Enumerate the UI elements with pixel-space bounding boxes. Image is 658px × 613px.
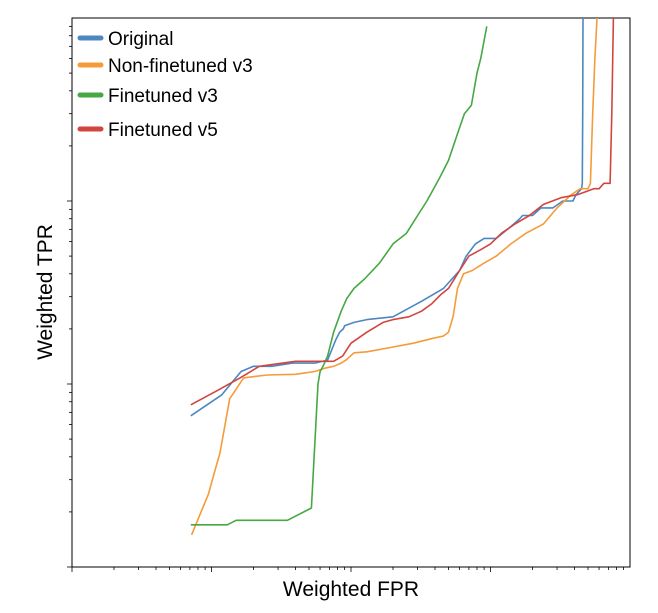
legend-label: Original bbox=[108, 29, 173, 50]
series-line-original bbox=[190, 17, 584, 417]
series-line-finetuned-v3 bbox=[190, 26, 488, 526]
legend-label: Finetuned v5 bbox=[108, 120, 218, 141]
series-lines bbox=[190, 17, 615, 536]
x-axis-label: Weighted FPR bbox=[283, 578, 419, 601]
legend: Original Non-finetuned v3 Finetuned v3 Fine… bbox=[77, 29, 253, 141]
axis-ticks bbox=[67, 25, 625, 572]
legend-label: Non-finetuned v3 bbox=[108, 56, 253, 77]
y-axis-label: Weighted TPR bbox=[34, 224, 57, 360]
series-line-non-finetuned-v3 bbox=[190, 17, 598, 536]
series-line-finetuned-v5 bbox=[190, 17, 615, 406]
legend-label: Finetuned v3 bbox=[108, 86, 218, 107]
